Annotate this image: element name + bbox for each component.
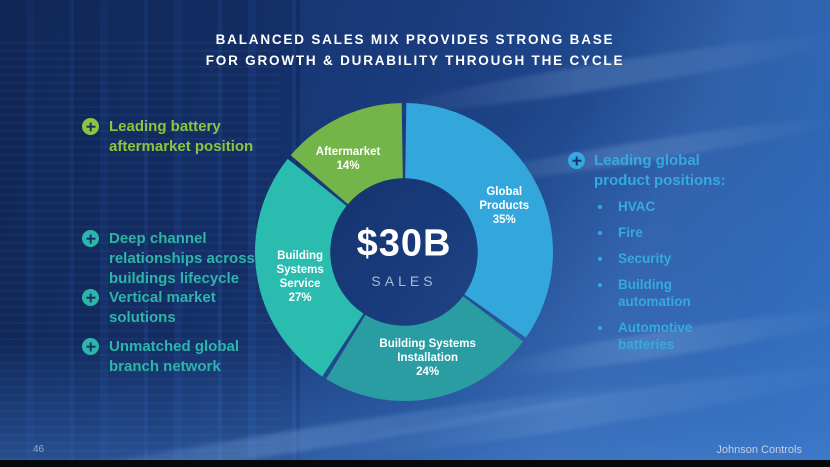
list-item-text: Building automation xyxy=(618,277,691,309)
list-item-automotive-batteries: Automotive batteries xyxy=(596,319,726,353)
donut-segment-0 xyxy=(405,103,553,338)
city-skyline-texture xyxy=(0,0,300,460)
right-panel-heading: Leading global product positions: xyxy=(594,152,726,189)
bullet-leading-battery: Leading battery aftermarket position xyxy=(82,117,277,157)
bullet-dot-icon xyxy=(598,257,602,261)
donut-chart: $30B SALES Global Products 35% Building Sys… xyxy=(250,98,558,406)
bullet-text: Deep channel relationships across buildi… xyxy=(109,230,255,287)
bullet-dot-icon xyxy=(598,231,602,235)
list-item-text: Fire xyxy=(618,225,643,240)
slide-title-line2: FOR GROWTH & DURABILITY THROUGH THE CYCL… xyxy=(205,53,625,68)
donut-segment-2 xyxy=(255,158,364,377)
segment-label: Aftermarket 14% xyxy=(315,146,381,173)
chart-center-value: $30B xyxy=(356,222,452,265)
slide-title-line1: BALANCED SALES MIX PROVIDES STRONG BASE xyxy=(215,32,615,47)
bullet-text: Unmatched global branch network xyxy=(109,338,240,375)
donut-svg xyxy=(255,103,553,401)
segment-label: Building Systems Installation 24% xyxy=(379,338,476,379)
bullet-text: Vertical market solutions xyxy=(109,289,216,326)
list-item-building-automation: Building automation xyxy=(596,276,726,310)
bottom-bar xyxy=(0,460,830,467)
segment-label: Global Products 35% xyxy=(479,185,530,226)
list-item-text: Automotive batteries xyxy=(618,320,693,352)
list-item-security: Security xyxy=(596,250,726,267)
bullet-dot-icon xyxy=(598,205,602,209)
list-item-text: HVAC xyxy=(618,199,656,214)
right-panel-heading-row: Leading global product positions: xyxy=(568,151,736,191)
donut-segment-3 xyxy=(290,103,403,205)
bullet-dot-icon xyxy=(598,283,602,287)
plus-circle-icon xyxy=(82,338,99,355)
bullet-unmatched-global: Unmatched global branch network xyxy=(82,337,277,377)
donut-hole xyxy=(330,178,478,326)
segment-label: Building Systems Service 27% xyxy=(276,250,324,305)
chart-center-sublabel: SALES xyxy=(371,273,437,289)
plus-circle-icon xyxy=(568,152,585,169)
slide-title: BALANCED SALES MIX PROVIDES STRONG BASE … xyxy=(0,29,830,71)
bullet-dot-icon xyxy=(598,326,602,330)
footer-brand: Johnson Controls xyxy=(716,444,802,456)
plus-circle-icon xyxy=(82,118,99,135)
bullet-deep-channel: Deep channel relationships across buildi… xyxy=(82,229,277,289)
list-item-hvac: HVAC xyxy=(596,198,726,215)
plus-circle-icon xyxy=(82,289,99,306)
bullet-vertical-market: Vertical market solutions xyxy=(82,288,277,328)
building-windows-texture xyxy=(0,40,280,460)
bullet-text: Leading battery aftermarket position xyxy=(109,118,254,155)
plus-circle-icon xyxy=(82,230,99,247)
donut-segment-1 xyxy=(326,296,524,401)
list-item-fire: Fire xyxy=(596,224,726,241)
page-number: 46 xyxy=(33,444,45,455)
right-panel-list: HVAC Fire Security Building automation A… xyxy=(596,198,726,353)
list-item-text: Security xyxy=(618,251,672,266)
